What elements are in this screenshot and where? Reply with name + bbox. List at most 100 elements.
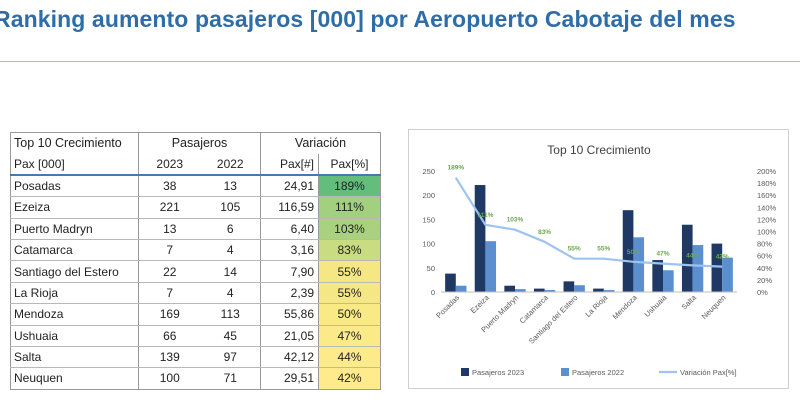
bar-2022 [515,289,526,292]
cell-2022: 105 [200,196,261,219]
column-header-name: Pax [000] [10,153,139,177]
x-tick-label: Ushuaia [643,292,669,318]
table-group-variacion: Variación [260,131,381,154]
cell-airport: Santiago del Estero [10,260,139,283]
cell-airport: Salta [10,346,139,369]
cell-airport: Mendoza [10,303,139,326]
cell-pax-num: 24,91 [260,175,319,198]
y-left-tick-label: 100 [422,240,435,249]
bar-2023 [474,185,486,292]
cell-2023: 22 [138,260,201,283]
y-left-tick-label: 0 [431,288,435,297]
y-right-tick-label: 0% [757,288,768,297]
bar-2022 [455,285,467,292]
table-row: Mendoza 169 113 55,86 50% [10,303,381,326]
combo-chart: Top 10 Crecimiento 0 50 100 150 200 250 0% 20% 40… [422,143,777,377]
bar-2022 [663,270,674,292]
cell-pax-pct: 103% [318,218,381,240]
legend-label: Pasajeros 2023 [472,368,524,377]
x-tick-label: Ezeiza [469,292,492,315]
column-header-pax-num: Pax[#] [260,153,319,177]
y-right-tick-label: 40% [757,264,772,273]
data-label: 44% [686,252,699,259]
cell-pax-pct: 42% [318,367,381,390]
legend-label: Variación Pax[%] [680,368,737,377]
bar-2023 [563,281,575,292]
cell-2022: 4 [200,282,261,305]
bar-2022 [633,237,645,292]
bar-2023 [593,288,604,292]
x-tick-label: Salta [680,292,699,311]
cell-2023: 221 [138,196,201,219]
y-right-tick-label: 180% [757,179,777,188]
cell-pax-pct: 55% [318,282,381,305]
bar-2022 [544,290,556,292]
cell-2023: 139 [138,346,201,369]
title-divider [0,61,800,62]
x-tick-label: Neuquen [700,293,728,321]
bar-2023 [681,224,693,292]
cell-2022: 4 [200,239,261,262]
cell-pax-num: 7,90 [260,260,319,283]
legend-label: Pasajeros 2022 [572,368,624,377]
cell-pax-num: 3,16 [260,239,319,262]
cell-2023: 100 [138,367,201,390]
legend-swatch [461,368,469,376]
cell-pax-num: 116,59 [260,196,319,219]
table-row: Ezeiza 221 105 116,59 111% [10,196,381,219]
cell-pax-pct: 189% [318,175,381,198]
bar-2023 [533,288,545,292]
cell-2023: 13 [138,218,201,240]
cell-pax-num: 29,51 [260,367,319,390]
table-row: La Rioja 7 4 2,39 55% [10,282,381,305]
cell-pax-num: 55,86 [260,303,319,326]
cell-2022: 71 [200,367,261,390]
cell-pax-num: 21,05 [260,325,319,347]
table-body: Posadas 38 13 24,91 189% Ezeiza 221 105 116,59 11… [10,175,381,390]
y-left-tick-label: 150 [422,215,435,224]
y-right-tick-label: 100% [757,228,777,237]
data-label: 47% [656,251,669,258]
bar-2023 [504,285,515,292]
cell-2022: 6 [200,218,261,240]
bar-2023 [445,273,456,292]
table-row: Catamarca 7 4 3,16 83% [10,239,381,262]
bar-2023 [652,260,663,292]
cell-2023: 66 [138,325,201,347]
data-label: 111% [477,212,493,219]
table-row: Ushuaia 66 45 21,05 47% [10,325,381,347]
column-header-2022: 2022 [200,153,261,177]
bar-2022 [722,257,733,292]
bar-2022 [603,290,615,292]
cell-2023: 7 [138,239,201,262]
table-row: Santiago del Estero 22 14 7,90 55% [10,260,381,283]
cell-pax-pct: 50% [318,303,381,326]
data-label: 50% [627,249,640,256]
cell-airport: Neuquen [10,367,139,390]
cell-pax-pct: 111% [318,196,381,219]
table-row: Salta 139 97 42,12 44% [10,346,381,369]
cell-2022: 97 [200,346,261,369]
legend-swatch [561,368,569,376]
cell-pax-pct: 55% [318,260,381,283]
series-line-variacion [454,177,723,268]
y-left-tick-label: 250 [422,167,435,176]
cell-airport: Ezeiza [10,196,139,219]
cell-pax-pct: 83% [318,239,381,262]
bar-2022 [692,245,704,292]
ranking-table: Top 10 Crecimiento Pasajeros Variación P… [10,131,381,390]
cell-pax-num: 2,39 [260,282,319,305]
cell-2022: 45 [200,325,261,347]
data-label: 42% [716,254,729,261]
y-right-tick-label: 20% [757,276,772,285]
x-tick-label: La Rioja [583,292,609,318]
y-right-tick-label: 140% [757,203,777,212]
cell-2022: 14 [200,260,261,283]
cell-pax-pct: 47% [318,325,381,347]
y-right-tick-label: 120% [757,215,777,224]
table-row: Posadas 38 13 24,91 189% [10,175,381,198]
table-row: Puerto Madryn 13 6 6,40 103% [10,218,381,240]
cell-airport: Posadas [10,175,139,198]
cell-2023: 7 [138,282,201,305]
chart-title: Top 10 Crecimiento [547,143,651,157]
